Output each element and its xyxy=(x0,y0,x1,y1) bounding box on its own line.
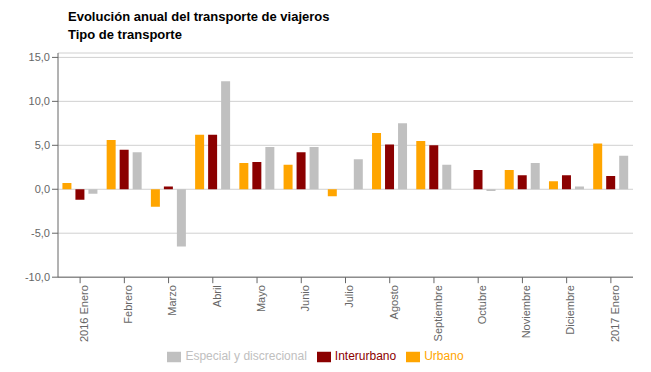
html-text:Evolución anual del transporte: Evolución anual del transporte de viajer… xyxy=(68,9,330,24)
svg-text:10,0: 10,0 xyxy=(29,95,50,107)
svg-text:-5,0: -5,0 xyxy=(31,227,50,239)
svg-text:Septiembre: Septiembre xyxy=(432,285,444,341)
html-text:Tipo de transporte: Tipo de transporte xyxy=(68,27,182,42)
svg-text:Noviembre: Noviembre xyxy=(520,285,532,338)
svg-text:Mayo: Mayo xyxy=(255,285,267,312)
html-text:Especial y discrecional: Especial y discrecional xyxy=(185,349,307,364)
svg-text:0,0: 0,0 xyxy=(35,183,50,195)
svg-text:2017 Enero: 2017 Enero xyxy=(609,285,621,342)
svg-text:5,0: 5,0 xyxy=(35,139,50,151)
svg-text:Junio: Junio xyxy=(299,285,311,311)
html-text:Urbano: Urbano xyxy=(424,349,464,364)
svg-text:15,0: 15,0 xyxy=(29,51,50,63)
svg-text:Agosto: Agosto xyxy=(388,285,400,319)
svg-text:Julio: Julio xyxy=(343,285,355,308)
svg-text:Marzo: Marzo xyxy=(166,285,178,316)
svg-text:-10,0: -10,0 xyxy=(25,271,50,283)
html-text:Interurbano: Interurbano xyxy=(334,349,397,364)
svg-text:Abril: Abril xyxy=(211,285,223,307)
svg-text:Febrero: Febrero xyxy=(122,285,134,324)
svg-text:Diciembre: Diciembre xyxy=(564,285,576,335)
svg-text:2016 Enero: 2016 Enero xyxy=(78,285,90,342)
svg-text:Octubre: Octubre xyxy=(476,285,488,324)
